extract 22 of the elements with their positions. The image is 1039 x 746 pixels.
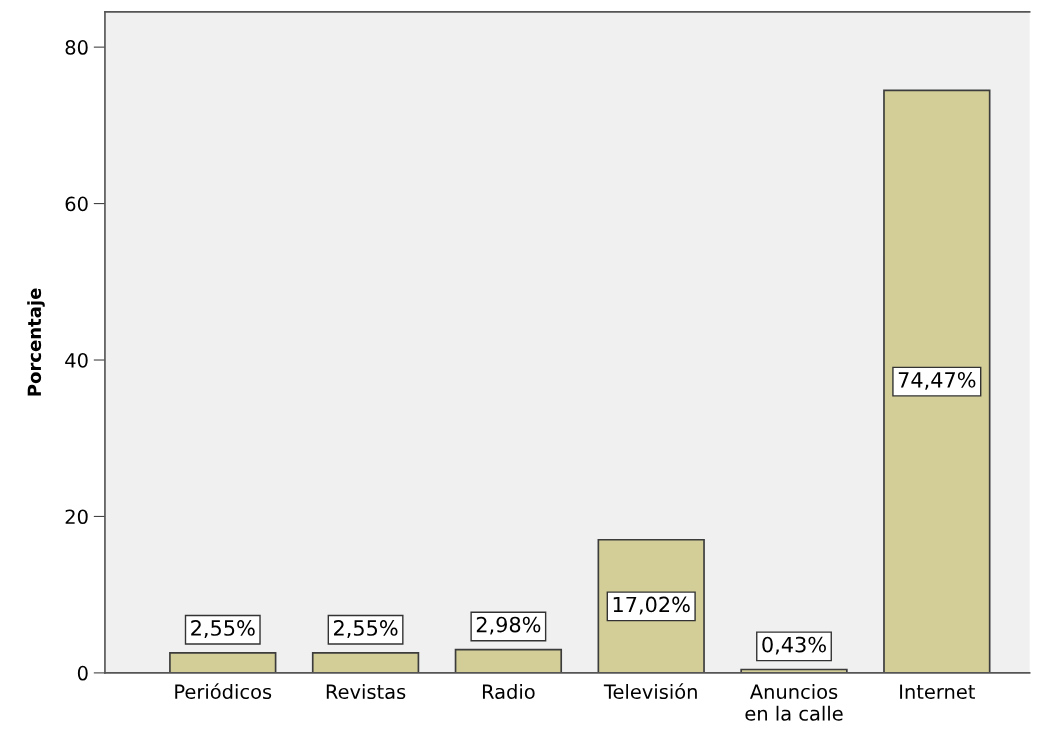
x-tick-label: Revistas [326,684,406,700]
y-tick-label: 80 [65,40,88,55]
data-label: 17,02% [613,596,690,615]
bar [311,652,420,673]
bar [169,652,277,673]
bar [883,89,991,673]
data-label: 2,55% [334,620,398,638]
x-tick-label: Periódicos [175,683,272,700]
x-tick-label: Anuncios en la calle [745,684,843,721]
data-label: 2,98% [476,616,541,635]
y-tick-label: 60 [65,196,88,212]
x-tick-label: Internet [900,684,975,700]
x-tick-label: Radio [482,684,535,700]
data-label: 2,55% [191,620,255,638]
y-tick-label: 40 [65,352,88,368]
y-tick-label: 0 [77,665,88,681]
y-tick-label: 20 [65,509,88,525]
data-label: 74,47% [898,371,976,390]
x-tick-label: Televisión [603,683,697,700]
data-label: 0,43% [762,636,826,655]
bar [454,648,563,673]
y-axis-title: Porcentaje [27,288,45,396]
